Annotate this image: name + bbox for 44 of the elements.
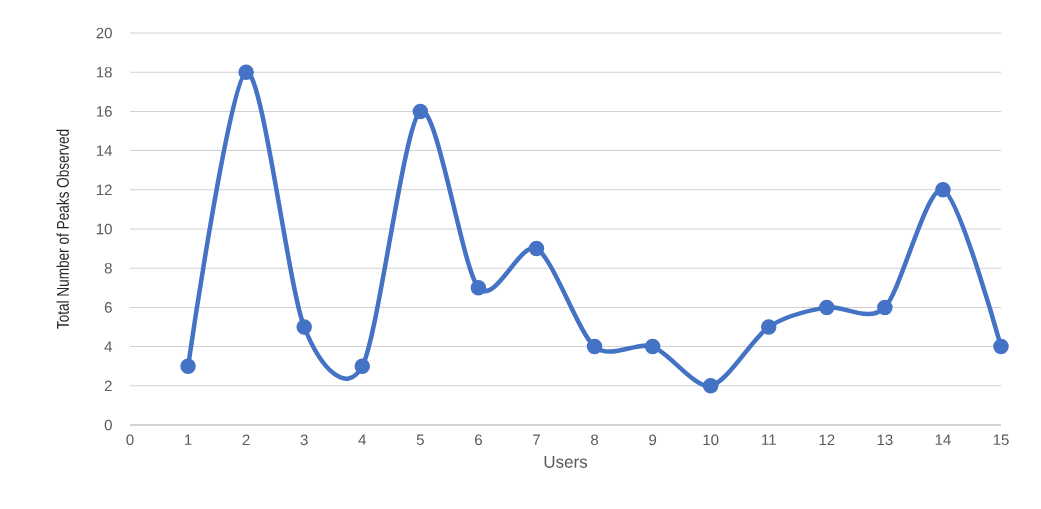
x-tick-label: 0: [126, 434, 134, 446]
y-tick-label: 2: [104, 380, 112, 392]
x-tick-label: 6: [475, 434, 482, 446]
y-tick-label: 12: [96, 184, 112, 196]
point: [238, 64, 254, 80]
point: [877, 299, 893, 316]
x-tick-label: 3: [300, 434, 308, 446]
y-tick-label: 10: [96, 223, 112, 235]
point: [702, 378, 719, 394]
y-axis-title: Total Number of Peaks Observed: [56, 129, 69, 329]
point: [644, 338, 661, 355]
x-tick-label: 12: [819, 434, 835, 446]
point: [993, 338, 1009, 355]
point: [760, 319, 777, 335]
y-tick-label: 14: [96, 145, 113, 156]
y-tick-label: 0: [104, 419, 112, 431]
point: [935, 182, 951, 198]
x-tick-label: 10: [703, 434, 719, 446]
point: [296, 319, 312, 335]
x-tick-label: 8: [591, 434, 599, 446]
x-tick-label: 13: [877, 434, 893, 446]
x-axis-title: Users: [544, 456, 588, 468]
x-tick-label: 11: [762, 434, 776, 445]
y-tick-label: 8: [104, 262, 112, 274]
y-tick-label: 18: [96, 66, 112, 78]
point: [528, 240, 545, 257]
point: [354, 358, 371, 374]
y-tick-label: 4: [104, 341, 113, 352]
y-tick-label: 16: [96, 106, 112, 117]
point: [180, 358, 196, 374]
point: [412, 103, 429, 120]
x-tick-label: 4: [358, 434, 366, 445]
point: [586, 338, 603, 355]
y-tick-label: 6: [104, 302, 112, 313]
x-tick-label: 9: [649, 434, 657, 446]
point: [819, 299, 835, 316]
x-tick-label: 5: [416, 434, 424, 445]
x-tick-label: 2: [242, 434, 250, 446]
x-tick-label: 7: [533, 434, 540, 445]
point: [470, 280, 487, 296]
x-tick-label: 1: [185, 434, 192, 445]
y-tick-label: 20: [96, 27, 112, 39]
x-tick-label: 15: [993, 434, 1009, 445]
x-tick-label: 14: [935, 434, 951, 445]
